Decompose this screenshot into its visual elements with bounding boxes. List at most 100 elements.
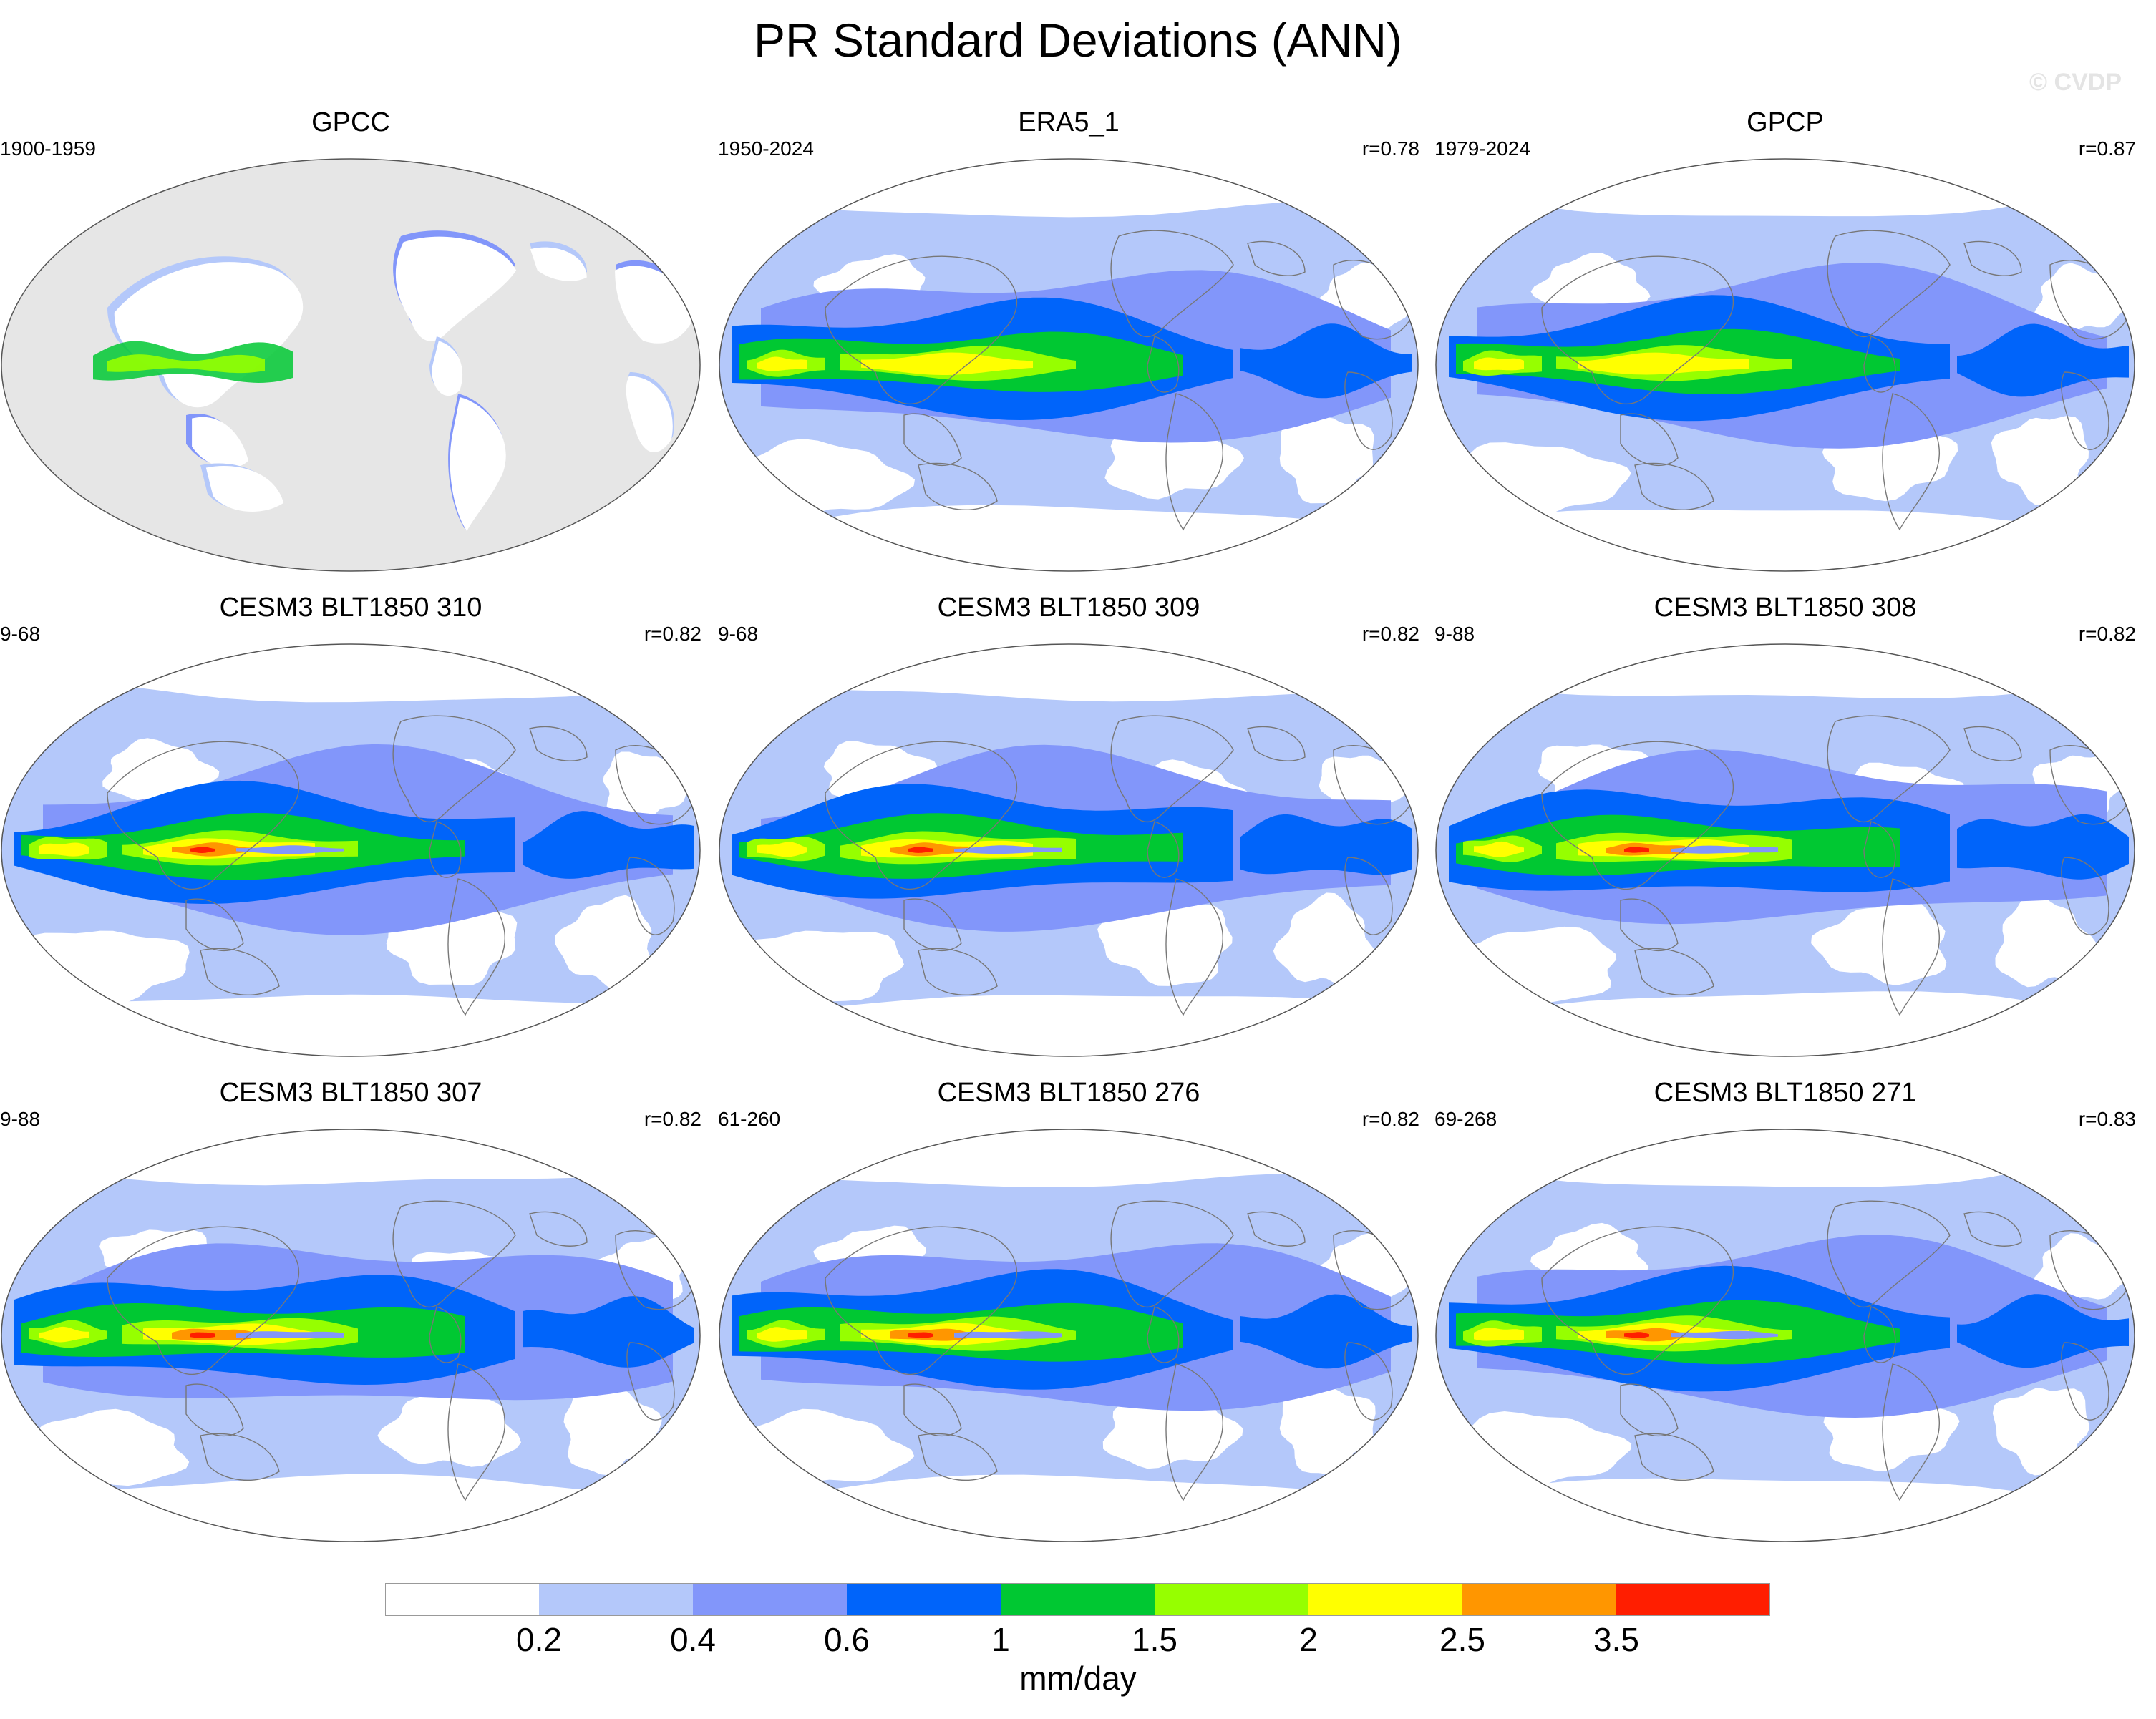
panel-title: ERA5_1: [1018, 107, 1120, 137]
coastline: [1344, 371, 1393, 450]
map-panel: CESM3 BLT1850 276 61-260 r=0.82: [718, 1078, 1419, 1543]
panel-title: CESM3 BLT1850 271: [1654, 1078, 1917, 1108]
map-panel: CESM3 BLT1850 271 69-268 r=0.83: [1434, 1078, 2136, 1543]
map-border: [719, 643, 1419, 1057]
colorbar-swatch: [1462, 1583, 1617, 1616]
coastline: [1882, 1363, 1940, 1501]
panel-title: CESM3 BLT1850 307: [219, 1078, 482, 1108]
panel-years: 1900-1959: [0, 137, 96, 160]
colorbar-swatch: [693, 1583, 848, 1616]
coastline: [1541, 255, 1734, 405]
map-border: [1, 1129, 701, 1542]
panel-correlation: r=0.78: [1361, 137, 1419, 160]
colorbar-tick-label: 0.2: [516, 1621, 562, 1658]
panel-years: 1979-2024: [1434, 137, 1530, 160]
map-border: [1435, 643, 2135, 1057]
coastline: [447, 878, 505, 1016]
coastline: [918, 1433, 998, 1481]
coastline: [1620, 413, 1679, 467]
coastline: [1165, 1363, 1223, 1501]
coastline: [1110, 715, 1234, 822]
coastline: [903, 413, 962, 467]
coastline: [1541, 1226, 1734, 1375]
colorbar-swatch: [385, 1583, 540, 1616]
coastline: [1882, 878, 1940, 1016]
coastline: [825, 1226, 1018, 1375]
coastline: [1247, 1211, 1306, 1247]
coastline: [1963, 1211, 2022, 1247]
coastline: [529, 726, 588, 761]
panel-correlation: r=0.87: [2078, 137, 2136, 160]
coastline: [1620, 898, 1679, 952]
precip-std-map: [719, 1129, 1419, 1542]
panel-title: CESM3 BLT1850 276: [937, 1078, 1200, 1108]
coastline: [1863, 1306, 1896, 1363]
coastline: [1541, 741, 1734, 890]
coastline: [107, 1226, 300, 1375]
colorbar-tick-label: 2: [1299, 1621, 1318, 1658]
precip-std-map: [1, 643, 701, 1057]
coastline: [1634, 462, 1714, 510]
map-border: [719, 1129, 1419, 1542]
watermark: © CVDP: [2029, 69, 2122, 96]
precip-std-map: [1, 1129, 701, 1542]
colorbar-swatch: [539, 1583, 694, 1616]
panel-correlation: r=0.82: [644, 1108, 701, 1130]
coastline: [918, 462, 998, 510]
coastline: [529, 1211, 588, 1247]
coastline: [1247, 240, 1306, 276]
precip-std-map: [1435, 643, 2135, 1057]
coastline: [1634, 1433, 1714, 1481]
coastline: [2061, 1342, 2109, 1421]
coastline: [1247, 726, 1306, 761]
coastline: [429, 821, 462, 878]
panel-years: 1950-2024: [718, 137, 814, 160]
coastline: [918, 948, 998, 995]
coastline: [1147, 336, 1180, 393]
map-panel: CESM3 BLT1850 309 9-68 r=0.82: [718, 593, 1419, 1058]
coastline: [1863, 821, 1896, 878]
colorbar-tick-label: 1: [991, 1621, 1010, 1658]
colorbar-swatch: [847, 1583, 1001, 1616]
coastline: [1165, 878, 1223, 1016]
colorbar-tick-label: 2.5: [1439, 1621, 1485, 1658]
panel-title: CESM3 BLT1850 310: [219, 593, 482, 623]
map-border: [719, 158, 1419, 572]
coastline: [825, 741, 1018, 890]
coastline: [1863, 336, 1896, 393]
colorbar-swatch: [1308, 1583, 1463, 1616]
map-border: [1, 643, 701, 1057]
panel-title: CESM3 BLT1850 308: [1654, 593, 1917, 623]
panel-correlation: r=0.83: [2078, 1108, 2136, 1130]
colorbar-swatch: [1155, 1583, 1309, 1616]
colorbar-swatch: [1001, 1583, 1155, 1616]
coastline: [1827, 230, 1951, 337]
map-panel: GPCP 1979-2024 r=0.87: [1434, 107, 2136, 573]
panel-years: 9-88: [1434, 623, 1475, 645]
panel-correlation: r=0.82: [2078, 623, 2136, 645]
coastline: [392, 715, 516, 822]
panel-correlation: r=0.82: [1361, 1108, 1419, 1130]
panel-title: GPCC: [311, 107, 390, 137]
figure-title: PR Standard Deviations (ANN): [753, 14, 1403, 67]
coastline: [1963, 240, 2022, 276]
coastline: [2061, 857, 2109, 935]
coastline: [185, 898, 244, 952]
map-border: [1435, 158, 2135, 572]
coastline: [903, 898, 962, 952]
coastline: [1110, 230, 1234, 337]
map-border: [1, 158, 701, 572]
panel-correlation: r=0.82: [644, 623, 701, 645]
panel-years: 69-268: [1434, 1108, 1497, 1130]
coastline: [1147, 1306, 1180, 1363]
map-panel: GPCC 1900-1959: [0, 107, 701, 573]
colorbar-swatch: [1616, 1583, 1770, 1616]
map-panel: CESM3 BLT1850 308 9-88 r=0.82: [1434, 593, 2136, 1058]
colorbar-units: mm/day: [1019, 1660, 1137, 1697]
coastline: [1827, 715, 1951, 822]
coastline: [1344, 857, 1393, 935]
coastline: [1882, 393, 1940, 531]
coastline: [1827, 1200, 1951, 1307]
precip-std-map: [1, 158, 701, 572]
coastline: [1147, 821, 1180, 878]
